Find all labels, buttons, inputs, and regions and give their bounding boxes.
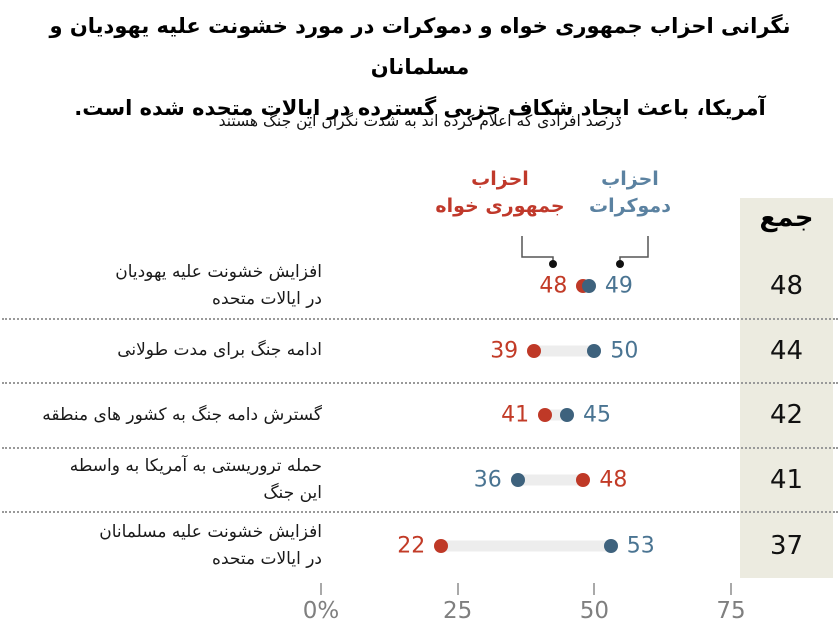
dumbbell-track [534, 345, 595, 357]
axis-tick-mark [593, 583, 596, 595]
chart-row: افزایش خشونت علیه یهودیان در ایالات متحده… [2, 255, 838, 320]
legend-democrat-line1: احزاب [601, 168, 659, 190]
chart-row: ادامه جنگ برای مدت طولانی 39 50 44 [2, 320, 838, 385]
legend-democrat-label: احزاب دموکرات [545, 166, 715, 220]
republican-dot [538, 408, 553, 423]
total-column-header: جمع [759, 203, 814, 233]
right-value-label: 49 [604, 273, 633, 299]
dumbbell-track [517, 474, 584, 486]
row-total-value: 41 [769, 465, 804, 496]
chart-row: افزایش خشونت علیه مسلمانان در ایالات متحد… [2, 513, 838, 578]
democrat-dot [581, 279, 596, 294]
axis-tick-label: 75 [716, 598, 746, 624]
republican-dot [576, 473, 591, 488]
left-value-label: 36 [473, 467, 502, 493]
legend-democrat-line2: دموکرات [589, 195, 671, 217]
axis-tick-label: 0% [302, 598, 340, 624]
row-total-value: 44 [769, 335, 804, 366]
row-category-label: ادامه جنگ برای مدت طولانی [117, 340, 322, 361]
republican-dot [527, 343, 542, 358]
axis-tick-mark [730, 583, 732, 595]
title-line-1: نگرانی احزاب جمهوری خواه و دموکرات در مو… [49, 14, 791, 79]
axis-tick-mark [456, 583, 459, 595]
row-category-label: گسترش دامه جنگ به کشور های منطقه [42, 404, 322, 425]
democrat-dot [560, 408, 574, 423]
dumbbell-track [545, 409, 567, 421]
row-total-value: 37 [769, 530, 804, 561]
chart-row: گسترش دامه جنگ به کشور های منطقه 41 45 4… [2, 384, 838, 449]
total-column-background [740, 198, 833, 578]
right-value-label: 53 [626, 533, 655, 559]
axis-tick-label: 25 [443, 598, 473, 624]
page-title: نگرانی احزاب جمهوری خواه و دموکرات در مو… [0, 6, 840, 129]
axis-tick-label: 50 [579, 598, 609, 624]
chart-rows: افزایش خشونت علیه یهودیان در ایالات متحده… [2, 255, 838, 578]
right-value-label: 50 [610, 338, 639, 364]
democrat-dot [587, 343, 602, 358]
legend-republican-line2: جمهوری خواه [435, 195, 565, 217]
row-category-label: حمله تروریستی به آمریکا به واسطه این جنگ [69, 456, 322, 504]
republican-dot [434, 538, 449, 553]
title-line-2: آمریکا، باعث ایجاد شکاف حزبی گسترده در ا… [74, 96, 766, 120]
x-axis: 0% 25 50 75 [0, 583, 840, 633]
dumbbell-track [441, 540, 611, 552]
left-value-label: 22 [397, 533, 426, 559]
row-category-label: افزایش خشونت علیه مسلمانان در ایالات متحد… [99, 521, 322, 569]
axis-tick-mark [320, 583, 322, 595]
right-value-label: 48 [599, 467, 628, 493]
right-value-label: 45 [583, 402, 611, 428]
left-value-label: 39 [490, 338, 519, 364]
chart-subtitle: درصد افرادی که اعلام کرده اند به شدت نگر… [218, 112, 622, 130]
left-value-label: 41 [501, 402, 530, 428]
legend-republican-label: احزاب جمهوری خواه [415, 166, 585, 220]
left-value-label: 48 [539, 273, 568, 299]
row-total-value: 42 [769, 400, 804, 431]
democrat-dot [603, 538, 618, 553]
row-category-label: افزایش خشونت علیه یهودیان در ایالات متحده [115, 262, 322, 310]
row-total-value: 48 [769, 271, 804, 302]
democrat-dot [510, 473, 525, 488]
legend-republican-line1: احزاب [471, 168, 529, 190]
chart-row: حمله تروریستی به آمریکا به واسطه این جنگ … [2, 449, 838, 514]
